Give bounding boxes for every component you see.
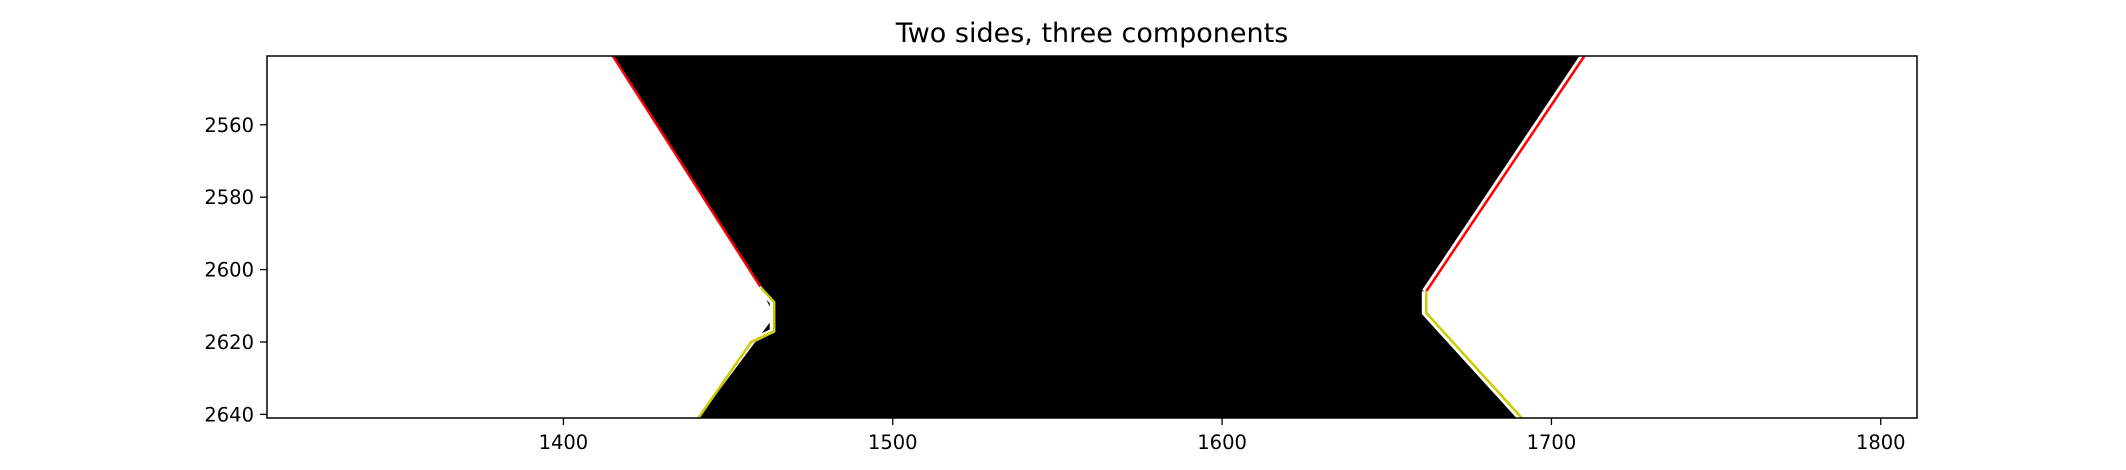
x-axis: 1400 1500 1600 1700 1800 <box>539 418 1906 454</box>
series-halo-3 <box>1421 291 1522 420</box>
x-tick-label: 1700 <box>1527 431 1577 454</box>
x-tick-label: 1400 <box>539 431 589 454</box>
y-tick-label: 2560 <box>204 114 254 137</box>
plot-frame <box>266 55 1918 419</box>
y-tick-label: 2580 <box>204 186 254 209</box>
series-line-2 <box>1425 55 1586 292</box>
y-tick-label: 2640 <box>204 403 254 426</box>
x-tick-label: 1600 <box>1197 431 1247 454</box>
y-tick-label: 2620 <box>204 331 254 354</box>
x-tick-label: 1500 <box>868 431 918 454</box>
series-layer <box>608 54 1586 420</box>
black-region <box>612 56 1585 418</box>
x-tick-label: 1800 <box>1856 431 1906 454</box>
plot-area <box>266 54 1918 420</box>
series-line-3 <box>1425 291 1523 419</box>
series-halo-2 <box>1422 54 1585 293</box>
y-tick-label: 2600 <box>204 259 254 282</box>
y-axis: 2560 2580 2600 2620 2640 <box>204 114 267 426</box>
series-halo-0 <box>608 54 762 290</box>
series-line-0 <box>611 55 763 289</box>
chart-title: Two sides, three components <box>895 18 1289 49</box>
series-line-1 <box>697 286 776 419</box>
